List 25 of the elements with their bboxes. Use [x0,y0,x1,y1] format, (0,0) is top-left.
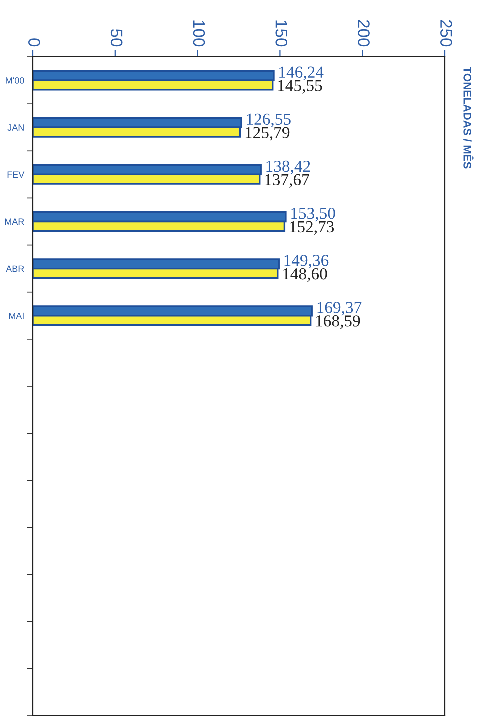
data-label: 126,55 [247,114,291,128]
y-axis-title: TONELADAS / MÊS [464,67,474,169]
data-label: 169,37 [318,302,362,316]
data-label: 168,59 [316,316,360,330]
data-label: 149,36 [284,255,329,269]
data-label: 146,24 [280,66,324,80]
x-tick-label: 100 [193,20,206,47]
y-tick-label: M'00 [6,78,24,84]
x-tick-label: 250 [440,20,452,47]
y-tick-label: ABR [6,266,24,272]
data-label: 145,55 [278,80,322,94]
data-label: 152,73 [290,221,334,236]
x-tick-label: 50 [110,29,123,47]
x-tick-label: 150 [276,20,288,47]
x-tick-label: 0 [28,38,40,47]
data-label: 153,50 [292,208,336,222]
y-tick-label: MAI [9,312,24,320]
x-tick-label: 200 [358,20,370,47]
data-label: 137,67 [266,174,310,188]
y-tick-label: MAR [5,218,24,226]
y-tick-label: FEV [8,172,25,178]
data-label: 148,60 [284,268,328,282]
data-label: 138,42 [266,160,310,175]
y-tick-label: JAN [8,124,24,131]
data-label: 125,79 [246,127,290,141]
